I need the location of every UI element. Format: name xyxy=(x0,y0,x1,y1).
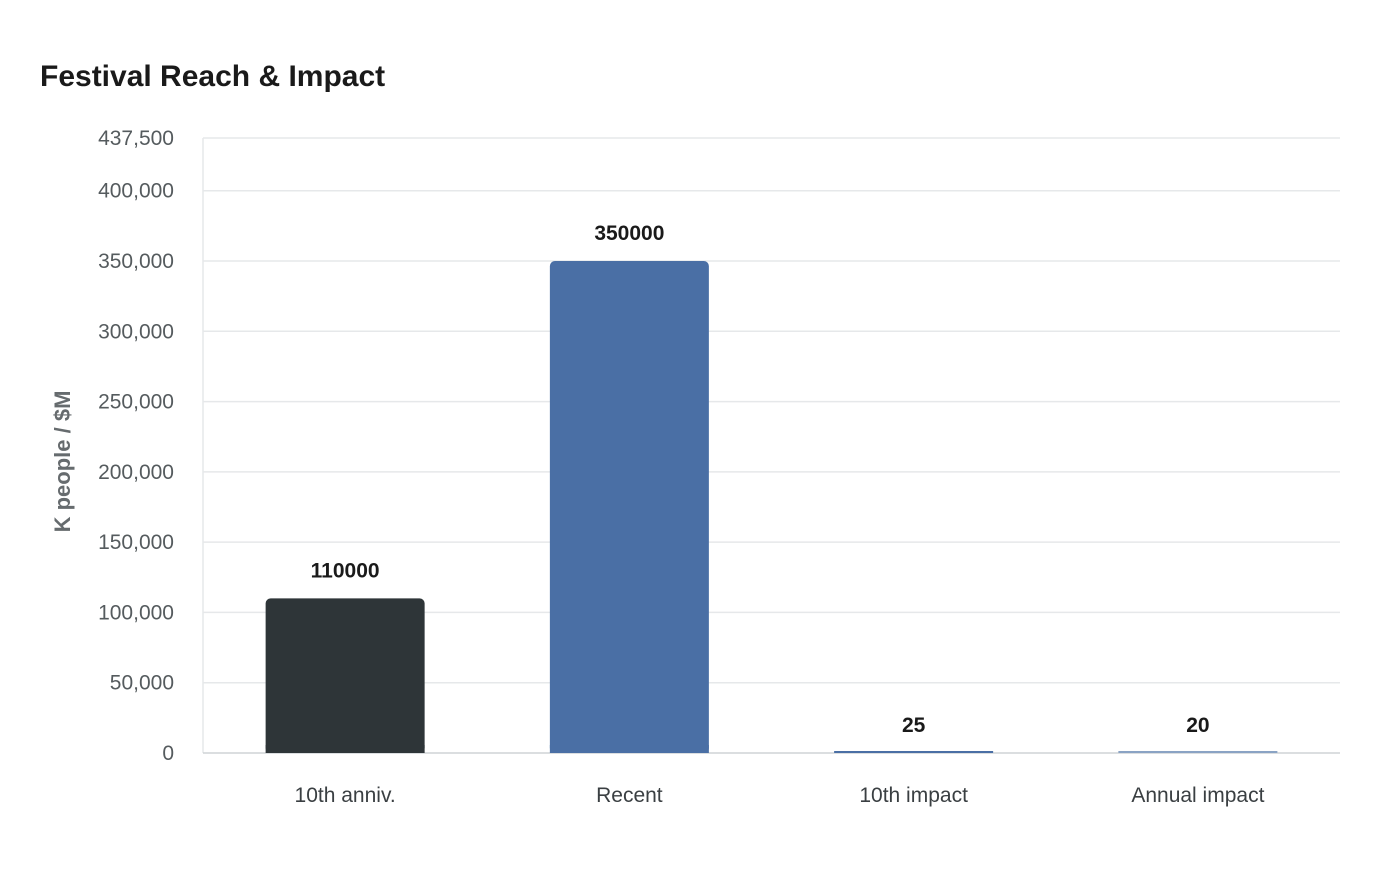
labels: 0 50,000 100,000 150,000 200,000 250,000 300,0… xyxy=(98,127,1264,807)
y-tick-label: 100,000 xyxy=(98,601,174,624)
bar xyxy=(834,751,994,753)
bars xyxy=(265,261,1278,753)
y-tick-label: 400,000 xyxy=(98,180,174,203)
bar-value-label: 350000 xyxy=(594,222,664,245)
y-tick-label: 0 xyxy=(162,742,174,765)
x-category-label: 10th impact xyxy=(859,784,968,807)
y-tick-label: 200,000 xyxy=(98,461,174,484)
y-tick-label: 350,000 xyxy=(98,250,174,273)
bar xyxy=(1118,751,1278,753)
x-category-label: Annual impact xyxy=(1131,784,1264,807)
x-category-label: 10th anniv. xyxy=(295,784,396,807)
y-tick-label: 437,500 xyxy=(98,127,174,150)
bar xyxy=(265,598,425,753)
y-tick-label: 50,000 xyxy=(110,672,174,695)
bar xyxy=(549,261,709,753)
y-tick-label: 250,000 xyxy=(98,391,174,414)
bar-base xyxy=(549,745,709,753)
y-axis-title: K people / $M xyxy=(50,391,75,533)
x-category-label: Recent xyxy=(596,784,663,807)
bar-value-label: 110000 xyxy=(311,559,380,582)
chart-title: Festival Reach & Impact xyxy=(40,60,386,93)
bar-value-label: 20 xyxy=(1186,714,1209,737)
bar-base xyxy=(265,745,425,753)
bar-value-label: 25 xyxy=(902,714,926,737)
y-tick-label: 300,000 xyxy=(98,320,174,343)
y-tick-label: 150,000 xyxy=(98,531,174,554)
